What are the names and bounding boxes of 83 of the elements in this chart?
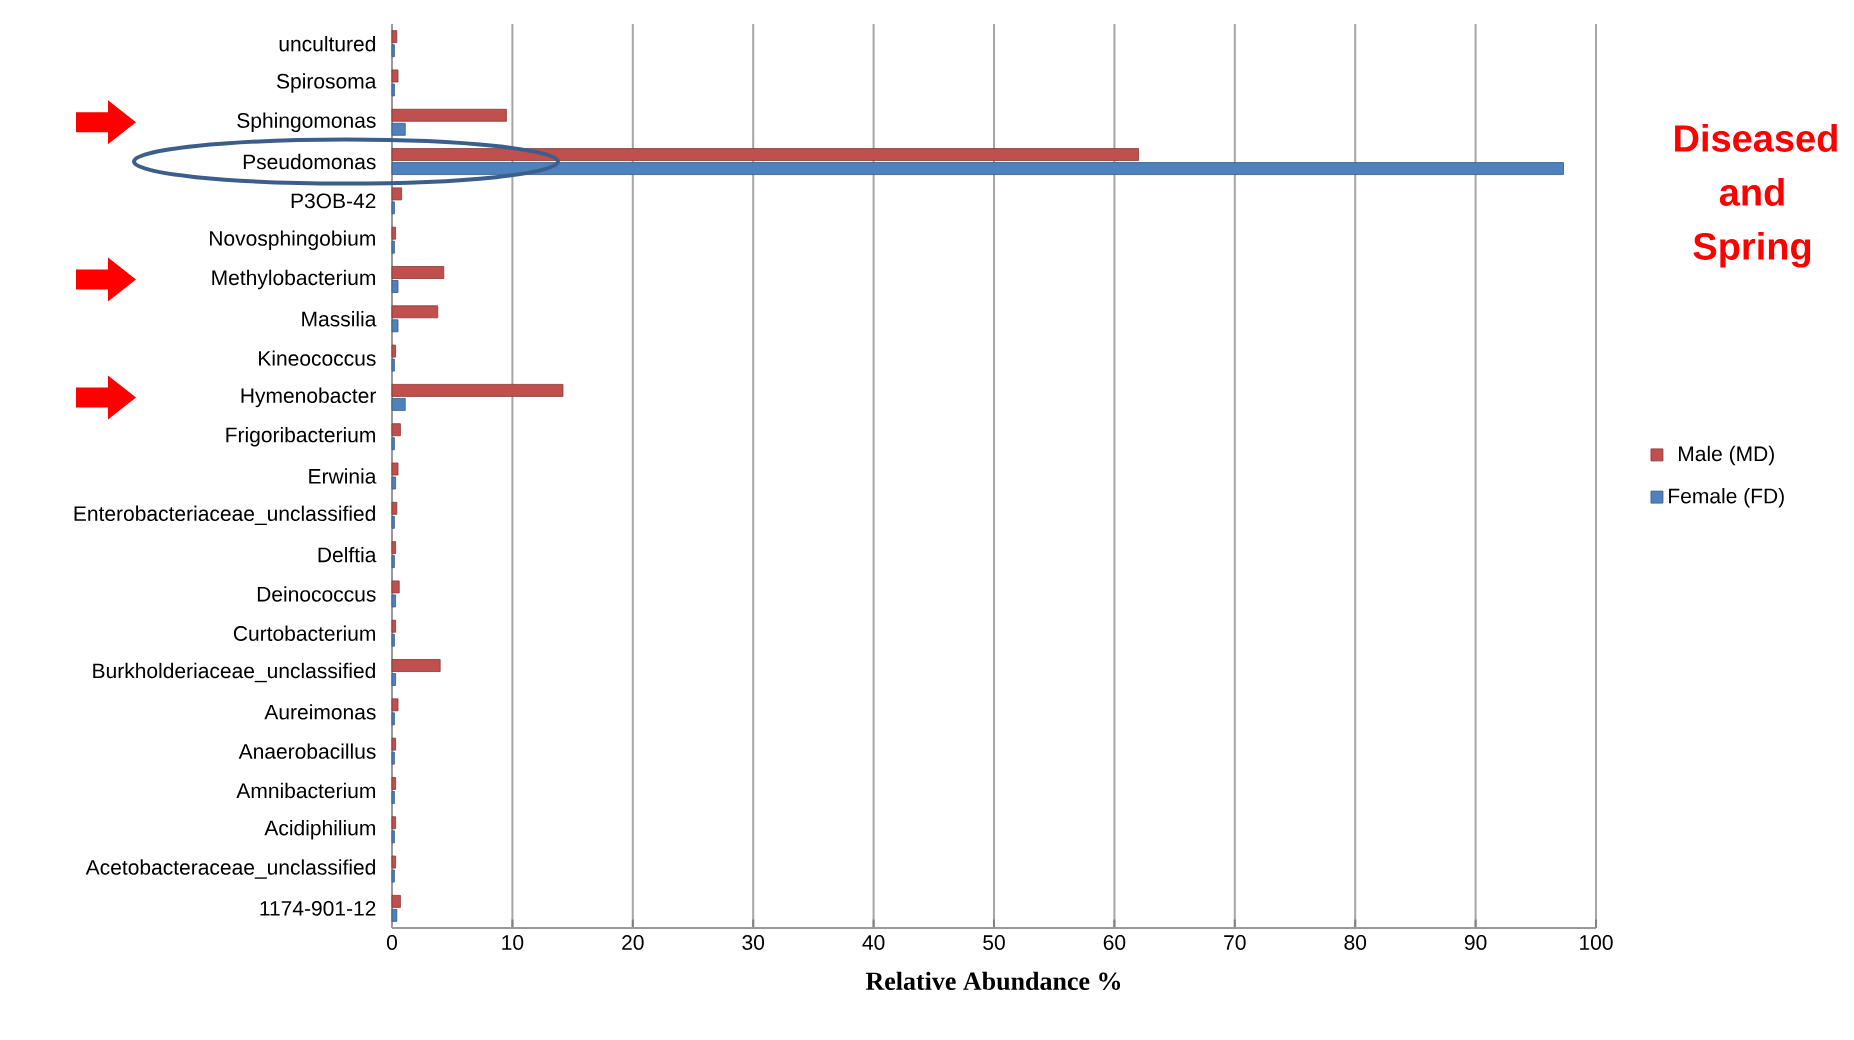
bar: [391, 319, 399, 333]
y-tick-label: Acetobacteraceae_unclassified: [85, 859, 375, 879]
bar: [391, 280, 399, 293]
text: Diseased and Spring: [1675, 123, 1837, 268]
bar: [391, 594, 397, 608]
x-axis-title: Relative Abundance %: [865, 971, 1121, 991]
bar: [391, 712, 395, 726]
bar: [391, 44, 395, 58]
bar: [391, 580, 400, 594]
x-tick-label: 80: [1344, 935, 1367, 950]
legend-label: Female (FD): [1669, 488, 1784, 508]
bar: [391, 673, 397, 686]
x-tick-label: 0: [386, 935, 398, 950]
bar: [391, 816, 397, 830]
bar: [391, 698, 399, 712]
bar: [391, 855, 397, 869]
y-tick-label: Pseudomonas: [243, 153, 376, 170]
y-tick-label: Frigoribacterium: [226, 426, 375, 447]
y-tick-label: uncultured: [279, 35, 376, 52]
y-tick-label: Amnibacterium: [236, 782, 375, 799]
bar: [391, 266, 445, 279]
bar: [391, 791, 395, 804]
bar: [391, 619, 397, 633]
bar: [391, 476, 397, 490]
bar: [391, 83, 395, 97]
bar: [391, 830, 395, 844]
bar: [391, 515, 395, 529]
bar: [391, 751, 395, 765]
x-tick-label: 100: [1580, 935, 1613, 950]
x-tick-label: 60: [1103, 935, 1126, 950]
x-tick-label: 90: [1464, 935, 1487, 950]
y-tick-label: 1174-901-12: [260, 900, 376, 916]
y-tick-label: Novosphingobium: [210, 230, 375, 250]
bar: [391, 777, 397, 790]
y-tick-label: Kineococcus: [259, 350, 376, 366]
y-tick-label: Spirosoma: [276, 73, 377, 93]
y-tick-label: Erwinia: [309, 468, 377, 484]
y-tick-label: Sphingomonas: [237, 112, 376, 133]
bar: [391, 501, 398, 515]
y-tick-label: Curtobacterium: [233, 625, 375, 641]
bar: [391, 30, 398, 44]
bar: [391, 108, 507, 122]
bar: [391, 305, 439, 319]
bar: [391, 384, 564, 397]
bar: [391, 423, 401, 437]
y-tick-label: Deinococcus: [257, 586, 376, 602]
x-tick-label: 70: [1224, 935, 1246, 950]
bar: [391, 737, 397, 751]
y-tick-label: Enterobacteriaceae_unclassified: [74, 505, 375, 526]
bar: [391, 240, 395, 254]
bar: [391, 659, 441, 672]
y-tick-label: Massilia: [302, 311, 377, 327]
y-tick-label: Anaerobacillus: [238, 743, 376, 759]
x-tick-label: 40: [862, 935, 885, 950]
bar: [391, 869, 395, 883]
bar: [391, 187, 403, 201]
bar: [391, 555, 395, 569]
x-tick-label: 20: [622, 935, 644, 950]
y-tick-label: P3OB-42: [291, 193, 376, 209]
bar: [391, 358, 395, 372]
bar: [391, 908, 398, 922]
y-tick-label: Aureimonas: [264, 704, 376, 720]
bar: [391, 437, 395, 451]
bar: [391, 398, 406, 411]
y-tick-label: Delftia: [318, 546, 377, 563]
bar: [391, 633, 395, 647]
bar: [391, 69, 399, 83]
x-tick-label: 10: [502, 935, 524, 950]
bar: [391, 894, 401, 908]
legend-label: Male (MD): [1679, 445, 1774, 466]
y-tick-label: Acidiphilium: [264, 819, 375, 840]
bar: [391, 462, 399, 476]
bar: [391, 541, 397, 555]
bar: [391, 148, 1139, 161]
bar: [391, 122, 406, 136]
x-tick-label: 30: [742, 935, 765, 950]
y-tick-label: Methylobacterium: [212, 269, 375, 290]
bar: [391, 201, 395, 215]
y-tick-label: Burkholderiaceae_unclassified: [93, 662, 375, 683]
bar: [391, 226, 397, 240]
bar: [391, 344, 397, 358]
x-tick-label: 50: [983, 935, 1005, 950]
y-tick-label: Hymenobacter: [241, 387, 377, 408]
